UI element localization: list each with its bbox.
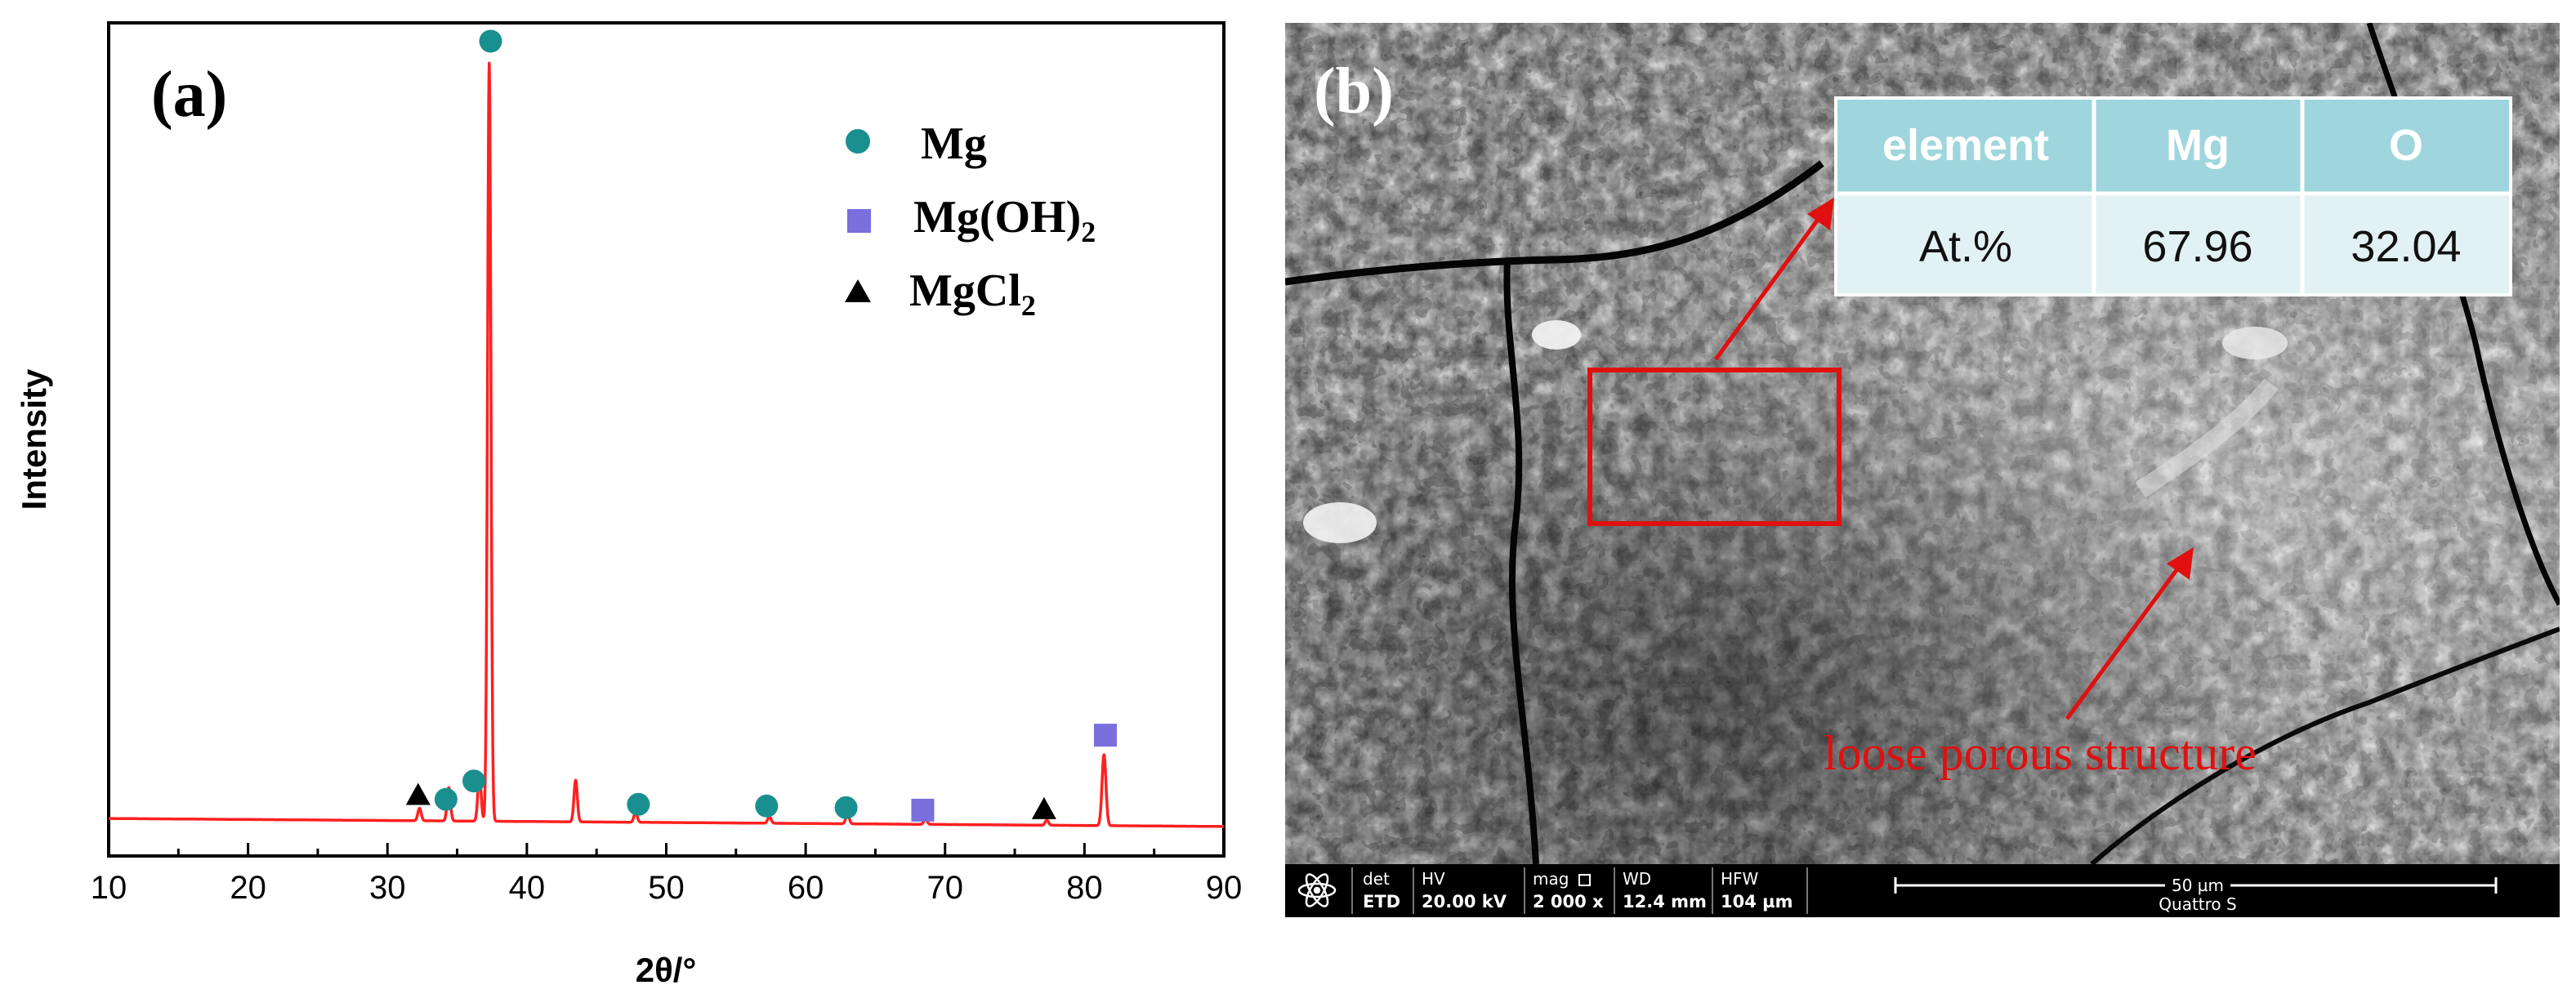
mgcl2-peak-marker <box>1031 796 1056 819</box>
mag-label: mag <box>1533 869 1569 889</box>
x-tick-label: 10 <box>91 870 127 906</box>
table-header-bg <box>1837 100 2509 192</box>
sem-panel: (b) element Mg O At.% 67.96 32.04 loose … <box>1285 23 2560 917</box>
mgoh2-peak-marker <box>911 798 935 822</box>
x-tick-label: 70 <box>927 870 964 906</box>
table-cell-o-value: 32.04 <box>2351 222 2461 271</box>
crack <box>1285 160 1824 286</box>
x-axis-tick-labels: 10 20 30 40 50 60 70 80 90 <box>91 870 1243 906</box>
legend-label-mgcl2: MgCl2 <box>909 265 1036 322</box>
xrd-pattern-line <box>107 61 1225 828</box>
x-tick-label: 30 <box>369 870 406 906</box>
xrd-chart: 10 20 30 40 50 60 70 80 90 (a) 2θ/° Intensity Mg… <box>15 21 1243 989</box>
det-value: ETD <box>1363 892 1400 912</box>
eds-table: element Mg O At.% 67.96 32.04 <box>1834 96 2512 296</box>
table-row-bg <box>1837 195 2509 293</box>
x-tick-label: 60 <box>788 870 824 906</box>
legend-item-mg: Mg <box>846 118 987 169</box>
x-tick-label: 80 <box>1066 870 1103 906</box>
table-header-mg: Mg <box>2166 121 2230 170</box>
mg-peak-marker <box>479 29 502 53</box>
panel-b-label: (b) <box>1314 56 1394 127</box>
eds-analysis-region <box>1587 368 1842 526</box>
crack <box>1503 261 1539 864</box>
mg-peak-marker <box>434 787 458 811</box>
x-axis-label: 2θ/° <box>636 951 697 989</box>
mag-value: 2 000 x <box>1533 892 1604 912</box>
x-tick-label: 90 <box>1206 870 1243 906</box>
table-header-o: O <box>2389 121 2423 170</box>
table-cell-mg-value: 67.96 <box>2142 222 2252 271</box>
legend-triangle-marker <box>845 279 871 302</box>
det-label: det <box>1363 869 1390 889</box>
hfw-label: HFW <box>1721 869 1759 889</box>
wd-label: WD <box>1623 869 1651 889</box>
table-header-element: element <box>1882 121 2049 170</box>
arrow-to-porous-region <box>2065 547 2194 720</box>
legend-square-marker <box>847 209 871 233</box>
plot-frame <box>107 21 1225 858</box>
legend-label-mg: Mg <box>921 118 987 169</box>
hfw-value: 104 µm <box>1721 892 1792 912</box>
legend: Mg Mg(OH)2 MgCl2 <box>845 118 1096 322</box>
mgcl2-peak-marker <box>405 782 431 805</box>
mg-peak-marker <box>627 792 650 816</box>
porous-structure-annotation: loose porous structure <box>1824 726 2257 780</box>
mg-peak-marker <box>462 769 486 793</box>
x-tick-label: 40 <box>509 870 546 906</box>
arrow-to-table <box>1713 198 1834 361</box>
crack <box>2090 626 2560 864</box>
legend-item-mgoh2: Mg(OH)2 <box>847 192 1096 248</box>
sem-databar: det ETD HV 20.00 kV mag 2 000 x WD 12.4 … <box>1285 864 2560 917</box>
x-tick-label: 20 <box>230 870 266 906</box>
table-cell-at-percent: At.% <box>1919 222 2012 271</box>
mg-peak-marker <box>755 794 779 818</box>
x-tick-label: 50 <box>648 870 685 906</box>
instrument-name: Quattro S <box>2159 894 2236 914</box>
hv-label: HV <box>1422 869 1445 889</box>
mgoh2-peak-marker <box>1093 724 1117 747</box>
y-axis-label: Intensity <box>15 368 53 510</box>
wd-value: 12.4 mm <box>1623 892 1707 912</box>
legend-item-mgcl2: MgCl2 <box>845 265 1036 322</box>
scale-bar-label: 50 µm <box>2172 876 2224 895</box>
panel-a-label: (a) <box>151 59 227 131</box>
legend-circle-marker <box>846 129 870 154</box>
mg-peak-marker <box>834 796 858 819</box>
fei-logo-icon <box>1297 873 1337 907</box>
legend-label-mgoh2: Mg(OH)2 <box>913 192 1096 248</box>
hv-value: 20.00 kV <box>1422 892 1507 912</box>
x-axis-ticks <box>107 843 1225 856</box>
peak-markers <box>405 29 1117 822</box>
mag-toggle-icon <box>1578 874 1591 886</box>
scale-bar: 50 µm <box>1894 874 2498 895</box>
